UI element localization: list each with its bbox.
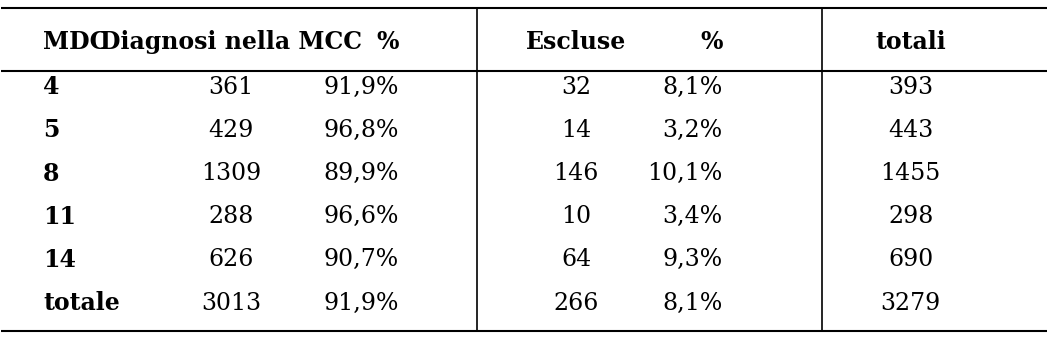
Text: 9,3%: 9,3%: [662, 248, 722, 271]
Text: 690: 690: [888, 248, 934, 271]
Text: 5: 5: [43, 118, 60, 142]
Text: 8,1%: 8,1%: [662, 76, 722, 99]
Text: 429: 429: [209, 119, 254, 142]
Text: Diagnosi nella MCC: Diagnosi nella MCC: [101, 30, 363, 54]
Text: 288: 288: [209, 205, 254, 228]
Text: Escluse: Escluse: [526, 30, 627, 54]
Text: 361: 361: [209, 76, 254, 99]
Text: %: %: [700, 30, 722, 54]
Text: %: %: [376, 30, 398, 54]
Text: 91,9%: 91,9%: [323, 76, 398, 99]
Text: 4: 4: [43, 75, 60, 99]
Text: 11: 11: [43, 205, 77, 229]
Text: 1309: 1309: [201, 162, 261, 185]
Text: 146: 146: [553, 162, 599, 185]
Text: 89,9%: 89,9%: [323, 162, 398, 185]
Text: 91,9%: 91,9%: [323, 291, 398, 314]
Text: MDC: MDC: [43, 30, 109, 54]
Text: 3,4%: 3,4%: [662, 205, 722, 228]
Text: 1455: 1455: [880, 162, 941, 185]
Text: totali: totali: [875, 30, 946, 54]
Text: 90,7%: 90,7%: [324, 248, 398, 271]
Text: 393: 393: [888, 76, 934, 99]
Text: totale: totale: [43, 291, 119, 315]
Text: 298: 298: [888, 205, 934, 228]
Text: 8: 8: [43, 162, 60, 186]
Text: 10: 10: [561, 205, 591, 228]
Text: 3279: 3279: [880, 291, 941, 314]
Text: 443: 443: [888, 119, 934, 142]
Text: 626: 626: [209, 248, 254, 271]
Text: 64: 64: [561, 248, 591, 271]
Text: 14: 14: [43, 248, 77, 272]
Text: 8,1%: 8,1%: [662, 291, 722, 314]
Text: 32: 32: [561, 76, 591, 99]
Text: 96,8%: 96,8%: [323, 119, 398, 142]
Text: 96,6%: 96,6%: [323, 205, 398, 228]
Text: 14: 14: [561, 119, 591, 142]
Text: 10,1%: 10,1%: [648, 162, 722, 185]
Text: 3,2%: 3,2%: [662, 119, 722, 142]
Text: 266: 266: [553, 291, 599, 314]
Text: 3013: 3013: [201, 291, 261, 314]
